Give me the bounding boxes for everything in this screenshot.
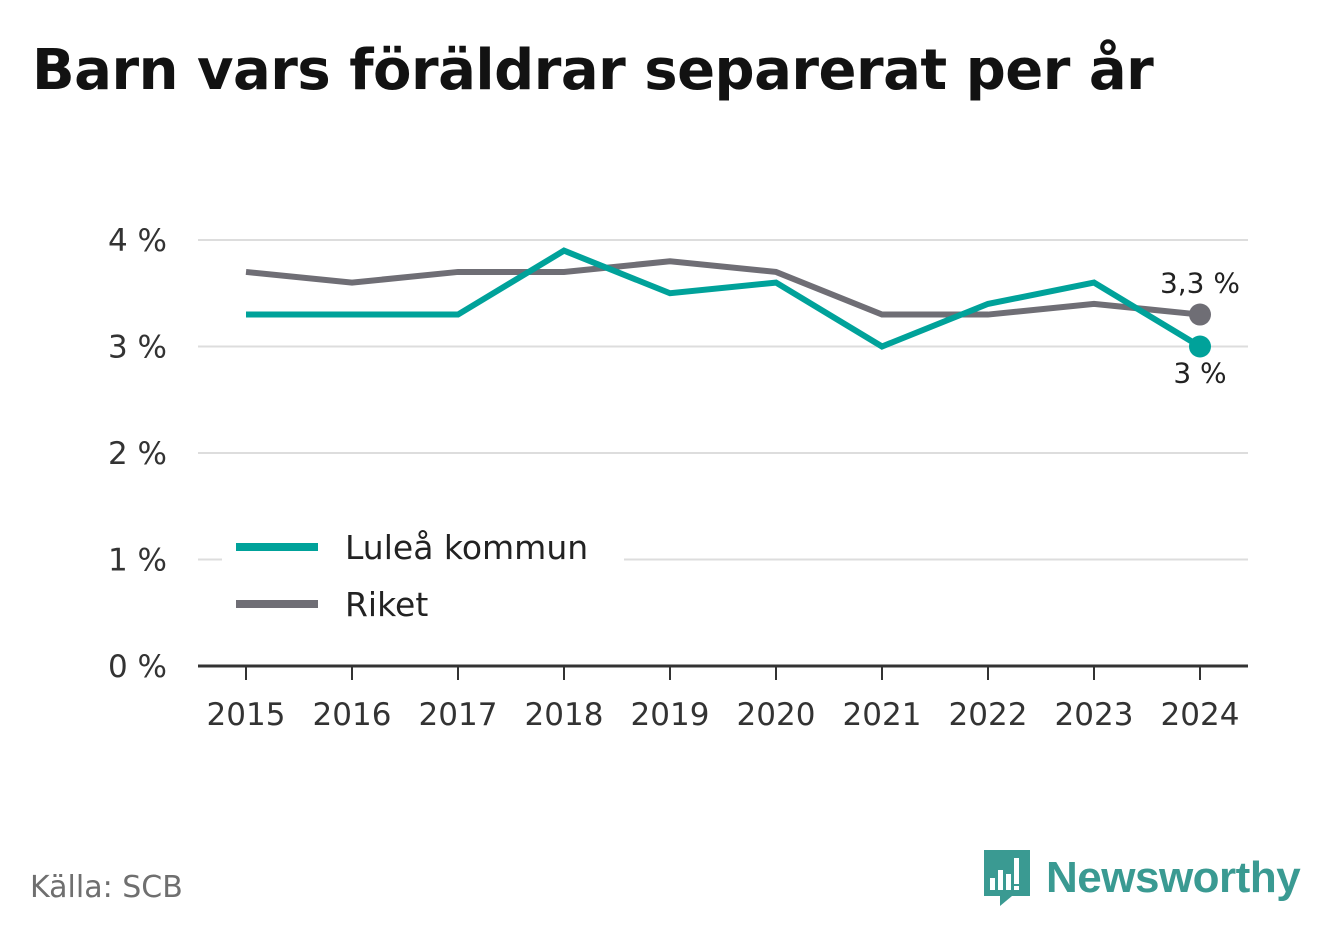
y-tick-label: 1 % bbox=[108, 543, 167, 579]
x-tick-label: 2017 bbox=[419, 697, 498, 733]
legend: Luleå kommun Riket bbox=[222, 520, 624, 634]
source-note: Källa: SCB bbox=[30, 870, 183, 905]
series-line bbox=[245, 258, 1201, 318]
legend-label: Riket bbox=[345, 585, 428, 624]
legend-label: Luleå kommun bbox=[345, 528, 588, 567]
x-tick-label: 2022 bbox=[949, 697, 1028, 733]
x-tick-label: 2023 bbox=[1055, 697, 1134, 733]
legend-background bbox=[222, 520, 624, 634]
y-tick-label: 0 % bbox=[108, 649, 167, 685]
chart-title: Barn vars föräldrar separerat per år bbox=[32, 38, 1154, 103]
end-point bbox=[1189, 303, 1211, 326]
series-line bbox=[246, 247, 1202, 350]
x-tick-label: 2021 bbox=[843, 697, 922, 733]
x-axis: 2015 2016 2017 2018 2019 2020 2021 2022 2023 2024 bbox=[198, 664, 1248, 733]
logo-text: Newsworthy bbox=[1046, 853, 1301, 902]
x-tick-label: 2024 bbox=[1161, 697, 1240, 733]
end-labels: 3 % 3,3 % bbox=[1160, 267, 1240, 390]
end-label: 3,3 % bbox=[1160, 267, 1240, 300]
newsworthy-chart-bubble-icon bbox=[984, 850, 1030, 906]
newsworthy-logo: Newsworthy bbox=[980, 848, 1301, 908]
y-tick-label: 4 % bbox=[108, 223, 167, 259]
x-tick-label: 2016 bbox=[313, 697, 392, 733]
x-tick-label: 2018 bbox=[525, 697, 604, 733]
y-tick-label: 2 % bbox=[108, 436, 167, 472]
series-lines bbox=[245, 247, 1211, 358]
end-point bbox=[1189, 335, 1211, 358]
x-tick-label: 2015 bbox=[207, 697, 286, 733]
x-tick-label: 2019 bbox=[631, 697, 710, 733]
end-label: 3 % bbox=[1173, 357, 1226, 390]
x-tick-label: 2020 bbox=[737, 697, 816, 733]
y-axis-ticks: 0 % 1 % 2 % 3 % 4 % bbox=[108, 223, 167, 685]
y-tick-label: 3 % bbox=[108, 330, 167, 366]
